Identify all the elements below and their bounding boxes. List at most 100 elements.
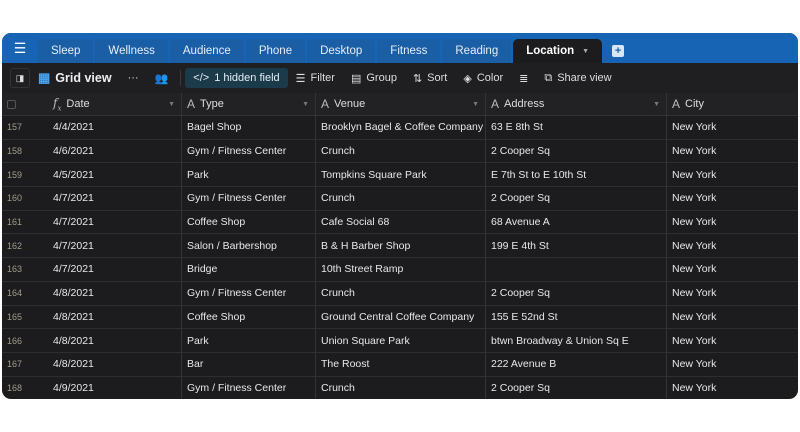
filter-button[interactable]: ☰ Filter (295, 72, 335, 85)
cell-city[interactable]: New York (672, 121, 717, 134)
cell-venue[interactable]: Crunch (316, 139, 486, 163)
chevron-down-icon[interactable]: ▼ (302, 100, 309, 108)
cell-type[interactable]: Bagel Shop (182, 116, 316, 139)
cell-type[interactable]: Park (182, 163, 316, 187)
cell-address[interactable]: 222 Avenue B (486, 352, 667, 376)
cell-city[interactable]: New York (672, 287, 717, 300)
cell-date[interactable]: 4/9/2021 (48, 376, 182, 399)
cell-venue[interactable]: Crunch (316, 187, 486, 210)
sidebar-toggle-icon[interactable]: ◨ (10, 68, 30, 88)
column-header-address[interactable]: A Address ▼ (486, 93, 667, 115)
cell-type[interactable]: Coffee Shop (182, 305, 316, 329)
chevron-down-icon[interactable]: ▼ (582, 47, 590, 55)
cell-city[interactable]: New York (672, 310, 717, 323)
share-view-button[interactable]: ⧉ Share view (544, 71, 612, 85)
cell-venue[interactable]: Tompkins Square Park (316, 163, 486, 187)
cell-city[interactable]: New York (672, 334, 717, 347)
cell-type[interactable]: Gym / Fitness Center (182, 139, 316, 163)
sort-button[interactable]: ⇅ Sort (412, 72, 448, 85)
cell-venue[interactable]: Crunch (316, 376, 486, 399)
select-all-checkbox[interactable] (2, 93, 48, 115)
cell-venue[interactable]: B & H Barber Shop (316, 234, 486, 258)
cell-address[interactable]: 68 Avenue A (486, 210, 667, 234)
chevron-down-icon[interactable]: ▼ (472, 100, 479, 108)
chevron-down-icon[interactable]: ▼ (653, 100, 660, 108)
cell-venue[interactable]: Brooklyn Bagel & Coffee Company (316, 116, 486, 139)
cell-date[interactable]: 4/8/2021 (48, 329, 182, 352)
cell-type[interactable]: Coffee Shop (182, 210, 316, 234)
cell-venue[interactable]: Crunch (316, 281, 486, 305)
cell-venue[interactable]: 10th Street Ramp (316, 258, 486, 281)
cell-date[interactable]: 4/7/2021 (48, 187, 182, 210)
cell-type[interactable]: Gym / Fitness Center (182, 187, 316, 210)
cell-city[interactable]: New York (672, 192, 717, 205)
hidden-fields-button[interactable]: </> 1 hidden field (185, 68, 288, 88)
cell-type[interactable]: Gym / Fitness Center (182, 376, 316, 399)
chevron-down-icon[interactable]: ▼ (168, 100, 175, 108)
table-row[interactable]: 157 4/4/2021 Bagel Shop Brooklyn Bagel & Co… (2, 116, 798, 140)
table-row[interactable]: 166 4/8/2021 Park Union Square Park btwn Bro… (2, 329, 798, 353)
menu-icon[interactable]: ☰ (13, 39, 27, 56)
column-header-type[interactable]: A Type ▼ (182, 93, 316, 115)
cell-city[interactable]: New York (672, 358, 717, 371)
tab-wellness[interactable]: Wellness (95, 39, 168, 63)
cell-type[interactable]: Park (182, 329, 316, 352)
cell-address[interactable]: 2 Cooper Sq (486, 376, 667, 399)
cell-date[interactable]: 4/8/2021 (48, 305, 182, 329)
cell-date[interactable]: 4/8/2021 (48, 281, 182, 305)
cell-venue[interactable]: Ground Central Coffee Company (316, 305, 486, 329)
color-button[interactable]: ◈ Color (463, 72, 504, 85)
cell-venue[interactable]: Union Square Park (316, 329, 486, 352)
tab-sleep[interactable]: Sleep (38, 39, 94, 63)
table-row[interactable]: 165 4/8/2021 Coffee Shop Ground Central Cof… (2, 305, 798, 330)
table-row[interactable]: 158 4/6/2021 Gym / Fitness Center Crunch 2 C… (2, 139, 798, 164)
cell-city[interactable]: New York (672, 145, 717, 158)
cell-type[interactable]: Gym / Fitness Center (182, 281, 316, 305)
cell-date[interactable]: 4/8/2021 (48, 352, 182, 376)
collaborators-icon[interactable]: 👥 (154, 72, 169, 85)
view-more-button[interactable]: ··· (127, 72, 139, 84)
cell-city[interactable]: New York (672, 263, 717, 276)
add-table-icon[interactable]: + (612, 45, 625, 57)
table-row[interactable]: 168 4/9/2021 Gym / Fitness Center Crunch 2 C… (2, 376, 798, 399)
table-row[interactable]: 161 4/7/2021 Coffee Shop Cafe Social 68 68 A… (2, 210, 798, 235)
cell-city[interactable]: New York (672, 168, 717, 181)
table-row[interactable]: 160 4/7/2021 Gym / Fitness Center Crunch 2 C… (2, 187, 798, 211)
tab-reading[interactable]: Reading (442, 39, 512, 63)
cell-date[interactable]: 4/6/2021 (48, 139, 182, 163)
group-button[interactable]: ▤ Group (350, 72, 397, 85)
cell-date[interactable]: 4/7/2021 (48, 210, 182, 234)
table-row[interactable]: 162 4/7/2021 Salon / Barbershop B & H Barbe… (2, 234, 798, 259)
cell-city[interactable]: New York (672, 239, 717, 252)
cell-city[interactable]: New York (672, 381, 717, 394)
cell-address[interactable]: 2 Cooper Sq (486, 281, 667, 305)
cell-address[interactable]: 2 Cooper Sq (486, 187, 667, 210)
cell-date[interactable]: 4/7/2021 (48, 234, 182, 258)
cell-address[interactable]: 63 E 8th St (486, 116, 667, 139)
cell-address[interactable]: 155 E 52nd St (486, 305, 667, 329)
cell-date[interactable]: 4/4/2021 (48, 116, 182, 139)
cell-date[interactable]: 4/5/2021 (48, 163, 182, 187)
cell-city[interactable]: New York (672, 216, 717, 229)
cell-date[interactable]: 4/7/2021 (48, 258, 182, 281)
table-row[interactable]: 159 4/5/2021 Park Tompkins Square Park E 7th… (2, 163, 798, 188)
tab-desktop[interactable]: Desktop (307, 39, 376, 63)
tab-phone[interactable]: Phone (245, 39, 306, 63)
cell-address[interactable]: 199 E 4th St (486, 234, 667, 258)
tab-fitness[interactable]: Fitness (377, 39, 441, 63)
table-row[interactable]: 164 4/8/2021 Gym / Fitness Center Crunch 2 C… (2, 281, 798, 306)
column-header-city[interactable]: A City (672, 97, 704, 111)
tab-audience[interactable]: Audience (169, 39, 244, 63)
cell-address[interactable] (486, 258, 667, 281)
column-header-date[interactable]: fx Date ▼ (48, 93, 182, 115)
cell-venue[interactable]: The Roost (316, 352, 486, 376)
row-height-icon[interactable]: ≣ (519, 72, 529, 85)
table-row[interactable]: 163 4/7/2021 Bridge 10th Street Ramp New Yor… (2, 258, 798, 282)
cell-type[interactable]: Salon / Barbershop (182, 234, 316, 258)
cell-type[interactable]: Bar (182, 352, 316, 376)
cell-address[interactable]: 2 Cooper Sq (486, 139, 667, 163)
view-switcher[interactable]: ▦ Grid view (38, 70, 112, 85)
cell-address[interactable]: btwn Broadway & Union Sq E (486, 329, 667, 352)
cell-venue[interactable]: Cafe Social 68 (316, 210, 486, 234)
cell-type[interactable]: Bridge (182, 258, 316, 281)
